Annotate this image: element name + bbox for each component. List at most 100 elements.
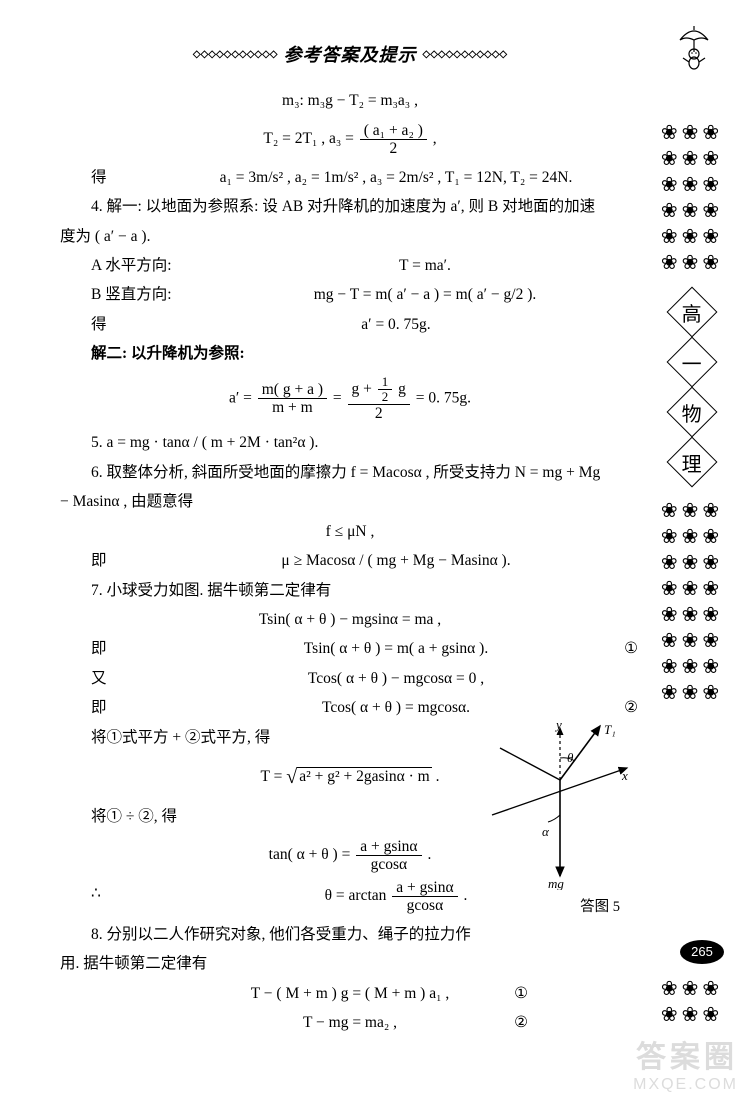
lead: 又 — [60, 664, 152, 693]
t: = 0. 75g. — [416, 389, 471, 406]
t: tan( α + θ ) = — [269, 846, 355, 863]
t: θ = arctan — [325, 887, 391, 904]
frac-den: 2 — [360, 140, 427, 157]
flower-block: ❀❀❀❀❀❀ — [652, 976, 732, 1028]
t: T = — [261, 768, 287, 785]
lead: ∴ — [60, 879, 152, 914]
subject-diamond: 物 — [667, 387, 718, 438]
line-result: 得 a₁ = 3m/s² , a₂ = 1m/s² , a₃ = 2m/s² ,… — [60, 163, 640, 192]
n: m( g + a ) — [258, 381, 327, 399]
mid: Tsin( α + θ ) = m( a + gsinα ). — [152, 634, 640, 663]
label-T1: T₁ — [604, 722, 616, 737]
line-7d: 即 Tcos( α + θ ) = mgcosα. ② — [60, 693, 640, 722]
page-title: 参考答案及提示 — [60, 38, 640, 72]
subject-diamond: 一 — [667, 337, 718, 388]
t: = — [333, 389, 346, 406]
line-mu: 即 μ ≥ Macosα / ( mg + Mg − Masinα ). — [60, 546, 640, 575]
line-get: 得 a′ = 0. 75g. — [60, 310, 640, 339]
line-7: 7. 小球受力如图. 据牛顿第二定律有 — [60, 576, 640, 605]
line-6b: − Masinα , 由题意得 — [60, 487, 640, 516]
line-5: 5. a = mg · tanα / ( m + 2M · tan²α ). — [60, 428, 640, 457]
text: T₂ = 2T₁ , a₃ = — [263, 130, 357, 147]
fraction: ( a₁ + a₂ ) 2 — [360, 122, 427, 157]
label-alpha: α — [542, 824, 550, 839]
line-fmu: f ≤ μN , — [60, 517, 640, 546]
lead: 即 — [60, 634, 152, 663]
label-theta: θ — [567, 750, 574, 765]
n: 1 — [378, 375, 393, 390]
lead: 即 — [60, 546, 152, 575]
t: . — [427, 846, 431, 863]
lead: A 水平方向: — [60, 251, 210, 280]
mid: μ ≥ Macosα / ( mg + Mg − Masinα ). — [152, 546, 640, 575]
d: m + m — [258, 399, 327, 416]
text: , — [433, 130, 437, 147]
lead: B 竖直方向: — [60, 280, 210, 309]
lead: 即 — [60, 693, 152, 722]
d: gcosα — [392, 897, 457, 914]
mid: T = ma′. — [210, 251, 640, 280]
watermark-line: MXQE.COM — [633, 1076, 738, 1094]
line-6a: 6. 取整体分析, 斜面所受地面的摩擦力 f = Macosα , 所受支持力 … — [60, 458, 640, 487]
lead: 得 — [60, 163, 152, 192]
subject-chain: 高一物理 — [652, 294, 732, 480]
label-mg: mg — [548, 876, 564, 890]
mid: a′ = 0. 75g. — [152, 310, 640, 339]
circle-tag: ① — [514, 979, 528, 1008]
subject-diamond: 高 — [667, 287, 718, 338]
eq-aprime: a′ = m( g + a )m + m = g + 12 g 2 = 0. 7… — [60, 375, 640, 423]
line-A: A 水平方向: T = ma′. — [60, 251, 640, 280]
free-body-diagram: y T₁ x θ α mg — [482, 720, 632, 890]
circle-tag: ② — [624, 693, 638, 722]
umbrella-icon — [674, 24, 714, 77]
line-4a: 4. 解一: 以地面为参照系: 设 AB 对升降机的加速度为 a′, 则 B 对… — [60, 192, 640, 221]
line-8d: T − mg = ma₂ , ② — [60, 1008, 640, 1037]
page-content: 参考答案及提示 m₃: m₃g − T₂ = m₃a₃ , T₂ = 2T₁ ,… — [0, 0, 750, 1068]
flower-block: ❀❀❀❀❀❀❀❀❀❀❀❀❀❀❀❀❀❀❀❀❀❀❀❀ — [652, 498, 732, 706]
radicand: a² + g² + 2gasinα · m — [297, 767, 431, 785]
n: g + 12 g — [348, 375, 410, 406]
text: 4. 解一: 以地面为参照系: 设 AB 对升降机的加速度为 a′, 则 B 对… — [91, 198, 595, 215]
line-8c: T − ( M + m ) g = ( M + m ) a₁ , ① — [60, 979, 640, 1008]
t: . — [436, 768, 440, 785]
page-number: 265 — [680, 940, 724, 964]
n: a + gsinα — [392, 879, 457, 897]
circle-tag: ① — [624, 634, 638, 663]
watermark: 答案圈 MXQE.COM — [633, 1032, 738, 1094]
line-8b: 用. 据牛顿第二定律有 — [60, 949, 640, 978]
frac-num: ( a₁ + a₂ ) — [360, 122, 427, 140]
line-8a: 8. 分别以二人作研究对象, 他们各受重力、绳子的拉力作 — [60, 920, 640, 949]
d: gcosα — [356, 856, 421, 873]
mid: Tcos( α + θ ) = mgcosα. — [152, 693, 640, 722]
diagram-caption: 答图 5 — [580, 895, 620, 916]
d: 2 — [378, 390, 393, 404]
mid: Tcos( α + θ ) − mgcosα = 0 , — [152, 664, 640, 693]
label-x: x — [621, 768, 628, 783]
line-B: B 竖直方向: mg − T = m( a′ − a ) = m( a′ − g… — [60, 280, 640, 309]
t: a′ = — [229, 389, 256, 406]
circle-tag: ② — [514, 1008, 528, 1037]
line-7a: Tsin( α + θ ) − mgsinα = ma , — [60, 605, 640, 634]
line-7b: 即 Tsin( α + θ ) = m( a + gsinα ). ① — [60, 634, 640, 663]
flower-block: ❀❀❀❀❀❀❀❀❀❀❀❀❀❀❀❀❀❀ — [652, 120, 732, 276]
t: g — [394, 380, 406, 397]
sol2-title: 解二: 以升降机为参照: — [60, 339, 640, 368]
d: 2 — [348, 405, 410, 422]
mid: a₁ = 3m/s² , a₂ = 1m/s² , a₃ = 2m/s² , T… — [152, 163, 640, 192]
eq-t2: T₂ = 2T₁ , a₃ = ( a₁ + a₂ ) 2 , — [60, 122, 640, 157]
n: a + gsinα — [356, 838, 421, 856]
t: T − ( M + m ) g = ( M + m ) a₁ , — [251, 985, 450, 1002]
subject-diamond: 理 — [667, 437, 718, 488]
t: T − mg = ma₂ , — [303, 1014, 397, 1031]
sqrt-icon: √ — [286, 766, 297, 788]
sidebar-decor: ❀❀❀❀❀❀❀❀❀❀❀❀❀❀❀❀❀❀ 高一物理 ❀❀❀❀❀❀❀❀❀❀❀❀❀❀❀❀… — [652, 120, 732, 706]
mid: mg − T = m( a′ − a ) = m( a′ − g/2 ). — [210, 280, 640, 309]
t: g + — [352, 380, 376, 397]
watermark-line: 答案圈 — [633, 1032, 738, 1076]
label-y: y — [554, 720, 562, 732]
line-4b: 度为 ( a′ − a ). — [60, 222, 640, 251]
text: 解二: 以升降机为参照: — [91, 345, 245, 362]
t: . — [464, 887, 468, 904]
eq-m3: m₃: m₃g − T₂ = m₃a₃ , — [60, 86, 640, 115]
line-7c: 又 Tcos( α + θ ) − mgcosα = 0 , — [60, 664, 640, 693]
